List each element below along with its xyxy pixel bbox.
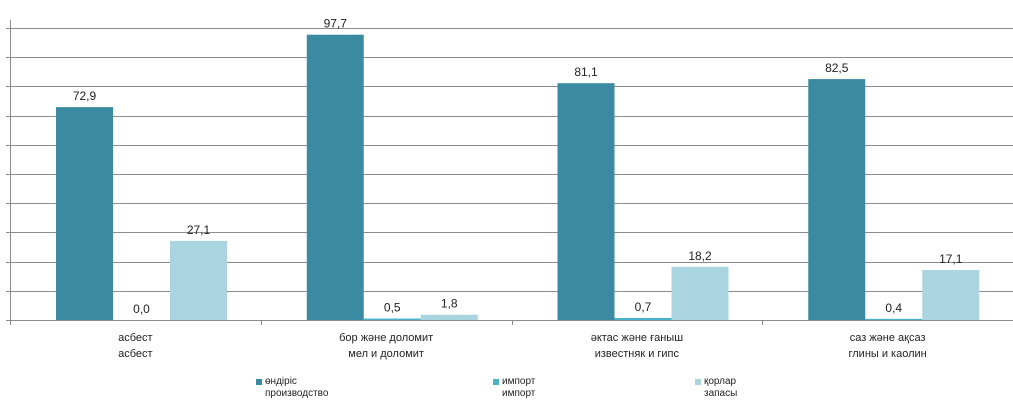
data-label: 82,5 <box>825 61 849 75</box>
bar <box>56 107 113 321</box>
legend-label-ru: запасы <box>704 388 738 399</box>
legend-item-production: өндіріс производство <box>256 376 329 400</box>
bar <box>671 266 729 320</box>
data-label: 0,7 <box>635 300 652 314</box>
data-label: 0,4 <box>885 301 902 315</box>
legend-item-import: импорт импорт <box>493 376 536 400</box>
bar <box>808 79 866 320</box>
legend-label-ru: производство <box>265 388 329 399</box>
bar <box>614 317 672 320</box>
bar <box>420 314 478 320</box>
bar <box>865 318 923 320</box>
legend-label-ru: импорт <box>502 388 536 399</box>
legend-swatch-import <box>493 379 499 385</box>
legend-swatch-production <box>256 379 262 385</box>
data-label: 1,8 <box>441 297 458 311</box>
data-label: 0,5 <box>384 301 401 315</box>
legend-label-kz: өндіріс <box>265 376 297 387</box>
value-labels: 72,9 97,7 81,1 82,5 0,0 0,5 0,7 0,4 27,1 1,8 18,2 1… <box>73 17 963 316</box>
legend-swatch-reserves <box>695 379 701 385</box>
data-label: 0,0 <box>133 302 150 316</box>
category-label: мел и доломит <box>348 348 424 360</box>
category-label: асбест <box>118 332 152 344</box>
legend-label-kz: импорт <box>502 376 536 387</box>
data-label: 81,1 <box>574 65 598 79</box>
data-label: 18,2 <box>688 249 712 263</box>
data-label: 27,1 <box>187 223 211 237</box>
bar <box>306 34 364 320</box>
bar-chart-plot: 72,9 97,7 81,1 82,5 0,0 0,5 0,7 0,4 27,1 1,8 18,2 1… <box>6 17 1013 360</box>
bar <box>922 270 980 320</box>
category-labels: асбест асбест бор және доломит мел и доломи… <box>118 332 927 360</box>
category-label: асбест <box>118 348 152 360</box>
bars <box>56 34 980 321</box>
legend-item-reserves: қорлар запасы <box>695 376 738 400</box>
data-label: 17,1 <box>939 252 963 266</box>
bar <box>557 83 615 320</box>
category-label: известняк и гипс <box>595 348 680 360</box>
bar <box>170 240 227 320</box>
category-label: саз және ақсаз <box>850 332 926 344</box>
data-label: 97,7 <box>324 17 348 31</box>
category-label: глины и каолин <box>848 348 926 360</box>
bar <box>363 318 421 320</box>
legend-label-kz: қорлар <box>704 376 737 387</box>
data-label: 72,9 <box>73 89 97 103</box>
axes <box>6 20 1013 325</box>
legend: өндіріс производство импорт импорт қорла… <box>0 376 1013 404</box>
category-label: бор және доломит <box>339 332 433 344</box>
category-label: әктас және ғаныш <box>591 332 683 344</box>
